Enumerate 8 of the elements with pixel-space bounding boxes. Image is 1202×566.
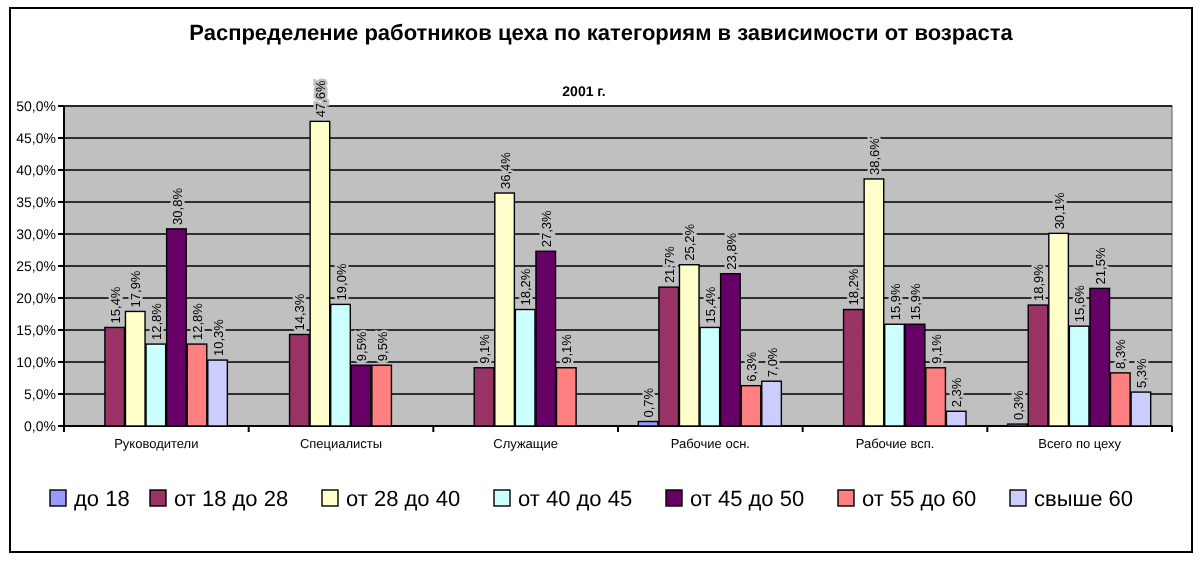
chart-title: Распределение работников цеха по категориям в зависимости от возраста [189,22,1015,46]
legend-label: от 18 до 28 [174,488,289,512]
legend-label: до 18 [74,488,130,512]
legend-label: от 55 до 60 [862,488,977,512]
legend-label: от 40 до 45 [518,488,633,512]
legend-label: свыше 60 [1034,488,1133,512]
legend-label: от 45 до 50 [690,488,805,512]
legend-label: от 28 до 40 [346,488,461,512]
